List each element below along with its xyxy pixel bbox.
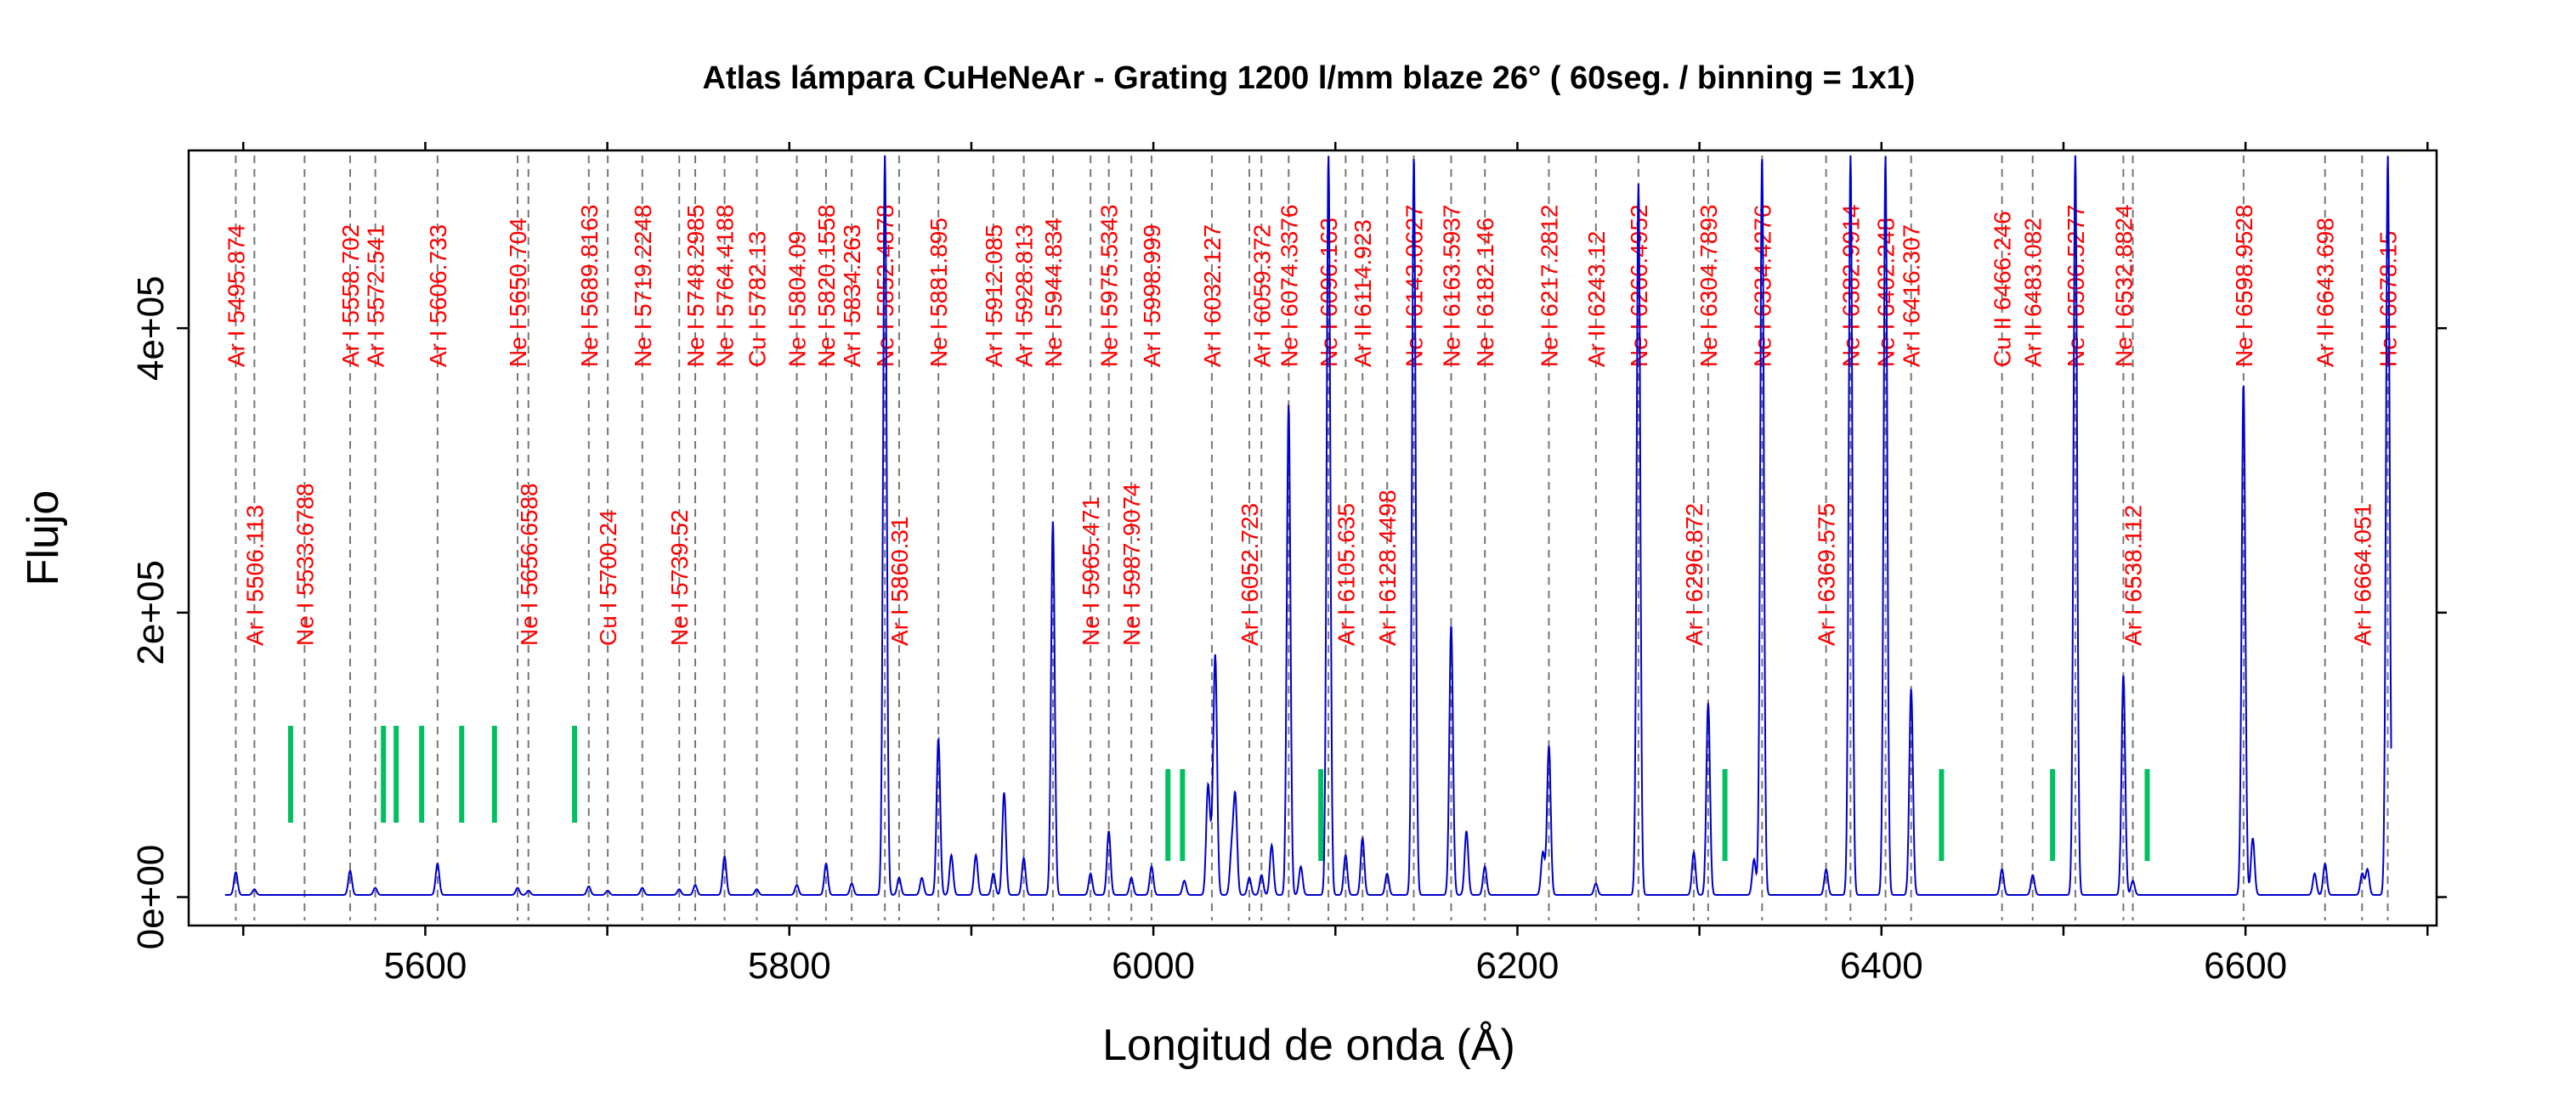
reference-lines bbox=[235, 156, 2389, 920]
line-label-lower: Cu I 5700.24 bbox=[595, 510, 621, 646]
x-tick-label: 6200 bbox=[1475, 945, 1559, 987]
chart-title: Atlas lámpara CuHeNeAr - Grating 1200 l/… bbox=[703, 60, 1916, 96]
line-label-upper: Ar I 5998.999 bbox=[1139, 224, 1165, 367]
line-label-upper: Ne I 5944.834 bbox=[1040, 218, 1067, 367]
y-axis: 0e+00 2e+05 4e+05 bbox=[130, 275, 2447, 949]
plot-frame bbox=[187, 149, 2438, 927]
y-axis-label: Flujo bbox=[19, 490, 68, 586]
x-tick-label: 5800 bbox=[748, 945, 831, 987]
x-axis-label: Longitud de onda (Å) bbox=[1102, 1021, 1515, 1070]
line-label-upper: Ne I 5764.4188 bbox=[712, 205, 739, 368]
line-label-upper: Ar II 6114.923 bbox=[1350, 219, 1376, 367]
line-label-upper: Ne I 6304.7893 bbox=[1696, 205, 1722, 368]
line-label-upper: Ar I 6059.372 bbox=[1248, 224, 1275, 367]
line-label-lower: Ar I 5506.113 bbox=[241, 505, 268, 646]
x-tick-label: 6400 bbox=[1840, 945, 1923, 987]
y-tick-label: 0e+00 bbox=[130, 845, 172, 950]
line-label-upper: Ne I 6598.9528 bbox=[2231, 205, 2257, 368]
line-label-upper: Ne I 6182.146 bbox=[1472, 218, 1498, 367]
line-label-upper: Ar I 5834.263 bbox=[839, 224, 865, 367]
green-markers bbox=[287, 726, 2150, 861]
line-label-upper: Ne I 6217.2812 bbox=[1536, 205, 1562, 368]
line-label-upper: Ne I 5689.8163 bbox=[576, 205, 603, 368]
line-label-upper: Ne I 5975.5343 bbox=[1096, 205, 1123, 368]
line-label-lower: Ar I 5860.31 bbox=[886, 516, 913, 646]
line-label-upper: Ne I 5881.895 bbox=[926, 218, 952, 367]
line-label-upper: Ne I 5650.704 bbox=[505, 218, 531, 367]
line-label-upper: Ar I 5912.085 bbox=[981, 224, 1007, 367]
line-label-upper: Ne I 5820.1558 bbox=[813, 205, 840, 368]
line-label-lower: Ar I 6296.872 bbox=[1681, 503, 1707, 646]
line-label-upper: Cu I 5782.13 bbox=[744, 231, 770, 367]
line-label-lower: Ne I 5533.6788 bbox=[292, 484, 318, 647]
y-tick-label: 2e+05 bbox=[130, 560, 172, 665]
line-label-lower: Ar I 6538.112 bbox=[2120, 505, 2147, 646]
line-label-upper: Ne I 6163.5937 bbox=[1438, 205, 1464, 368]
line-label-upper: Ar I 5572.541 bbox=[363, 224, 389, 367]
x-axis: 5600 5800 6000 6200 6400 6600 bbox=[242, 142, 2429, 987]
line-label-upper: Ar II 6243.12 bbox=[1583, 231, 1610, 367]
line-label-lower: Ne I 5965.471 bbox=[1078, 496, 1104, 646]
line-label-upper: Ar I 5558.702 bbox=[337, 224, 364, 367]
line-label-upper: Ne I 6532.8824 bbox=[2110, 205, 2137, 368]
line-label-lower: Ne I 5987.9074 bbox=[1118, 484, 1145, 647]
line-label-upper: Ar I 5495.874 bbox=[223, 224, 249, 367]
line-label-lower: Ar I 6369.575 bbox=[1814, 503, 1840, 646]
line-label-lower: Ar I 6664.051 bbox=[2349, 503, 2375, 646]
line-label-upper: Ne I 5719.2248 bbox=[630, 205, 656, 368]
line-label-upper: Cu II 6466.246 bbox=[1990, 211, 2016, 367]
line-label-lower: Ar I 6105.635 bbox=[1333, 503, 1359, 646]
line-label-upper: Ar I 6032.127 bbox=[1199, 224, 1226, 367]
line-label-lower: Ar I 6052.723 bbox=[1237, 503, 1263, 646]
y-tick-label: 4e+05 bbox=[130, 275, 172, 381]
line-label-lower: Ne I 5739.52 bbox=[666, 510, 693, 646]
line-label-upper: Ne I 6074.3376 bbox=[1276, 205, 1302, 368]
x-tick-label: 6600 bbox=[2204, 945, 2287, 987]
line-label-upper: Ne I 5748.2985 bbox=[682, 205, 709, 368]
line-label-upper: Ne I 5804.09 bbox=[784, 231, 811, 367]
x-tick-label: 6000 bbox=[1112, 945, 1195, 987]
line-label-lower: Ne I 5656.6588 bbox=[516, 484, 542, 647]
spectrum-line bbox=[224, 155, 2392, 896]
line-label-upper: Ar II 6483.082 bbox=[2020, 218, 2047, 367]
line-label-upper: Ar I 6416.307 bbox=[1899, 224, 1925, 367]
line-label-lower: Ar I 6128.4498 bbox=[1374, 490, 1401, 646]
line-label-upper: Ar I 5606.733 bbox=[425, 224, 451, 367]
line-label-upper: Ar II 6643.698 bbox=[2313, 218, 2339, 367]
x-tick-label: 5600 bbox=[383, 945, 467, 987]
line-label-upper: Ar I 5928.813 bbox=[1011, 224, 1038, 367]
